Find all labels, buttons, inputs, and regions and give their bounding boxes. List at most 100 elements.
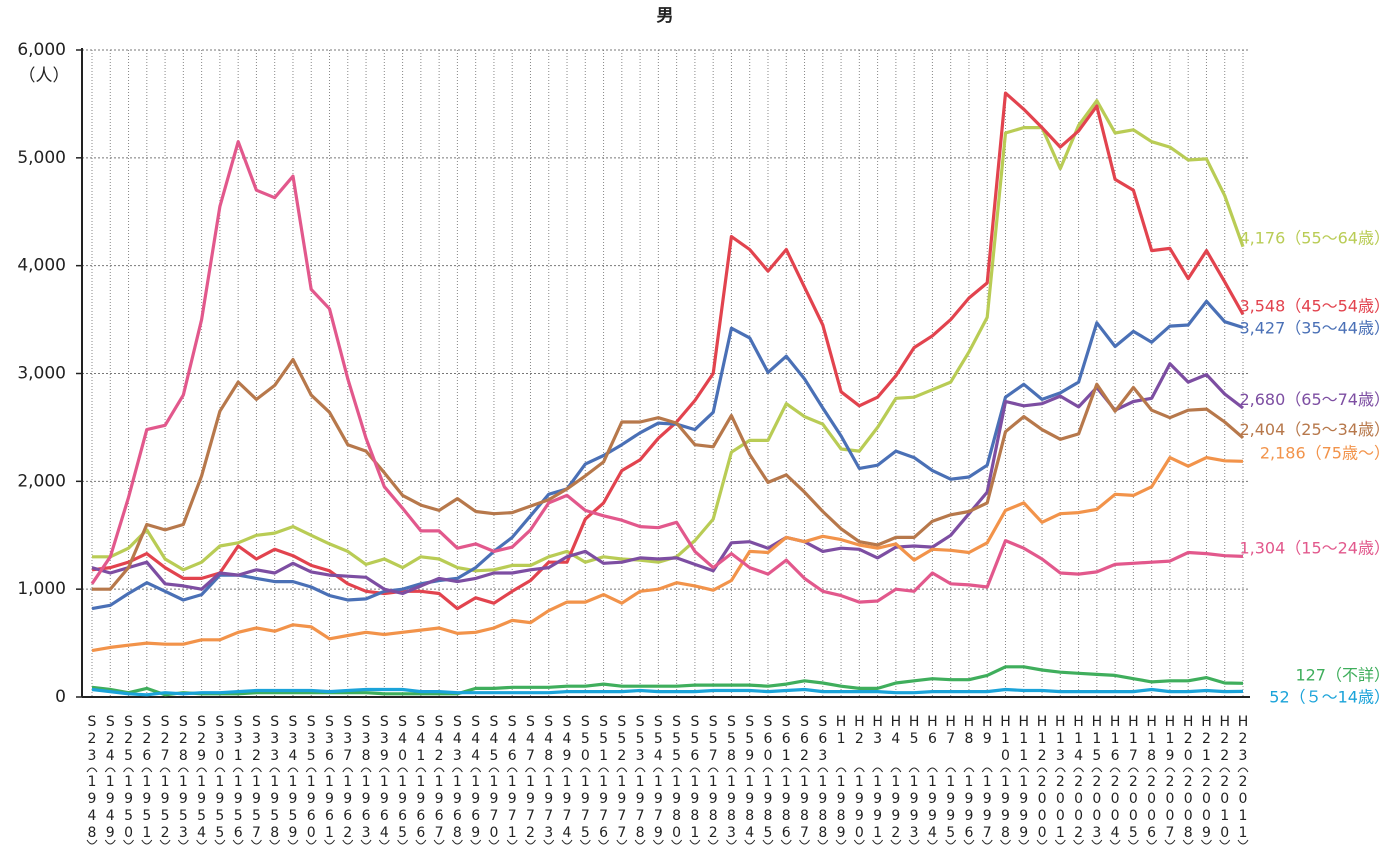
x-year-label: 2008: [1180, 774, 1196, 842]
x-tick-label: S29: [194, 714, 210, 765]
legend-name: （35～44歳）: [1285, 318, 1390, 337]
y-tick-label: 4,000: [17, 256, 66, 276]
paren: [817, 839, 829, 845]
paren: [853, 767, 865, 773]
paren: [305, 767, 317, 773]
paren: [1073, 767, 1084, 773]
x-tick-label: H16: [1107, 714, 1123, 765]
x-tick-label: H10: [997, 714, 1013, 765]
x-year-label: 1981: [687, 774, 703, 842]
paren: [817, 767, 829, 773]
paren: [744, 767, 756, 773]
paren: [451, 767, 463, 773]
series-line: [91, 687, 1244, 697]
x-year-label: 1993: [906, 774, 922, 842]
x-year-label: 1984: [742, 774, 758, 842]
x-year-label: 1998: [997, 774, 1013, 842]
paren: [1036, 767, 1048, 773]
paren: [470, 839, 482, 845]
paren: [1091, 767, 1103, 773]
paren: [397, 767, 409, 773]
paren: [232, 839, 244, 845]
paren: [634, 767, 646, 773]
x-year-label: 2002: [1071, 774, 1087, 842]
y-tick-label: 6,000: [17, 40, 66, 60]
x-year-label: 1962: [340, 774, 356, 842]
paren: [287, 839, 299, 845]
x-tick-label: S36: [322, 714, 338, 765]
paren: [1000, 839, 1011, 845]
paren: [634, 839, 646, 845]
x-tick-label: H1: [833, 714, 849, 748]
x-year-label: 1983: [723, 774, 739, 842]
paren: [324, 839, 335, 845]
x-year-label: 1959: [285, 774, 301, 842]
end-label: 52（５～14歳）: [1269, 687, 1390, 706]
paren: [488, 767, 500, 773]
paren: [945, 839, 957, 845]
x-year-label: 1964: [376, 774, 392, 842]
x-year-label: 1980: [669, 774, 685, 842]
paren: [616, 767, 628, 773]
paren: [762, 767, 774, 773]
y-tick-label: 0: [55, 687, 66, 707]
x-year-label: 2004: [1107, 774, 1123, 842]
x-year-label: 1957: [248, 774, 264, 842]
x-tick-label: H21: [1198, 714, 1214, 765]
x-tick-label: H3: [870, 714, 886, 748]
paren: [561, 767, 573, 773]
x-year-label: 2007: [1162, 774, 1178, 842]
end-value: 2,680: [1239, 390, 1285, 409]
x-tick-label: S50: [577, 714, 593, 765]
x-year-label: 1969: [468, 774, 484, 842]
legend-name: （15～24歳）: [1285, 538, 1390, 557]
x-year-label: 1974: [559, 774, 575, 842]
x-tick-label: H5: [906, 714, 922, 748]
paren: [305, 839, 317, 845]
paren: [1109, 767, 1121, 773]
x-tick-label: H8: [961, 714, 977, 748]
x-tick-label: S27: [157, 714, 173, 765]
end-value: 3,427: [1239, 318, 1285, 337]
legend-name: （５～14歳）: [1290, 687, 1390, 706]
x-year-label: 1989: [833, 774, 849, 842]
x-year-label: 1949: [102, 774, 118, 842]
x-tick-label: S48: [541, 714, 557, 765]
paren: [1182, 767, 1194, 773]
y-unit: （人）: [19, 66, 70, 86]
paren: [762, 839, 774, 845]
paren: [1164, 767, 1176, 773]
end-value: 4,176: [1239, 228, 1285, 247]
x-tick-label: H14: [1071, 714, 1087, 765]
x-tick-label: H7: [943, 714, 959, 748]
x-tick-label: H11: [1016, 714, 1032, 765]
chart-title: 男: [657, 6, 674, 26]
series-line: [91, 299, 1244, 611]
paren: [123, 767, 134, 773]
paren: [726, 767, 737, 773]
x-tick-label: S61: [778, 714, 794, 765]
x-tick-label: S42: [431, 714, 447, 765]
paren: [1036, 839, 1048, 845]
x-tick-label: H15: [1089, 714, 1105, 765]
x-year-label: 1997: [979, 774, 995, 842]
paren: [1127, 839, 1139, 845]
x-year-label: 1990: [851, 774, 867, 842]
paren: [561, 839, 573, 845]
x-tick-label: S47: [522, 714, 538, 765]
x-year-label: 1986: [778, 774, 794, 842]
x-tick-label: H2: [851, 714, 867, 748]
x-year-label: 2009: [1198, 774, 1214, 842]
x-year-label: 1967: [431, 774, 447, 842]
x-tick-label: S51: [596, 714, 612, 765]
x-year-label: 1972: [522, 774, 538, 842]
x-year-label: 1973: [541, 774, 557, 842]
y-tick-label: 3,000: [17, 364, 66, 384]
x-tick-label: H6: [924, 714, 940, 748]
x-tick-label: S44: [468, 714, 484, 765]
x-year-label: 1966: [413, 774, 429, 842]
x-tick-label: H4: [888, 714, 904, 748]
x-year-label: 2010: [1217, 774, 1233, 842]
paren: [488, 839, 500, 845]
paren: [342, 767, 354, 773]
